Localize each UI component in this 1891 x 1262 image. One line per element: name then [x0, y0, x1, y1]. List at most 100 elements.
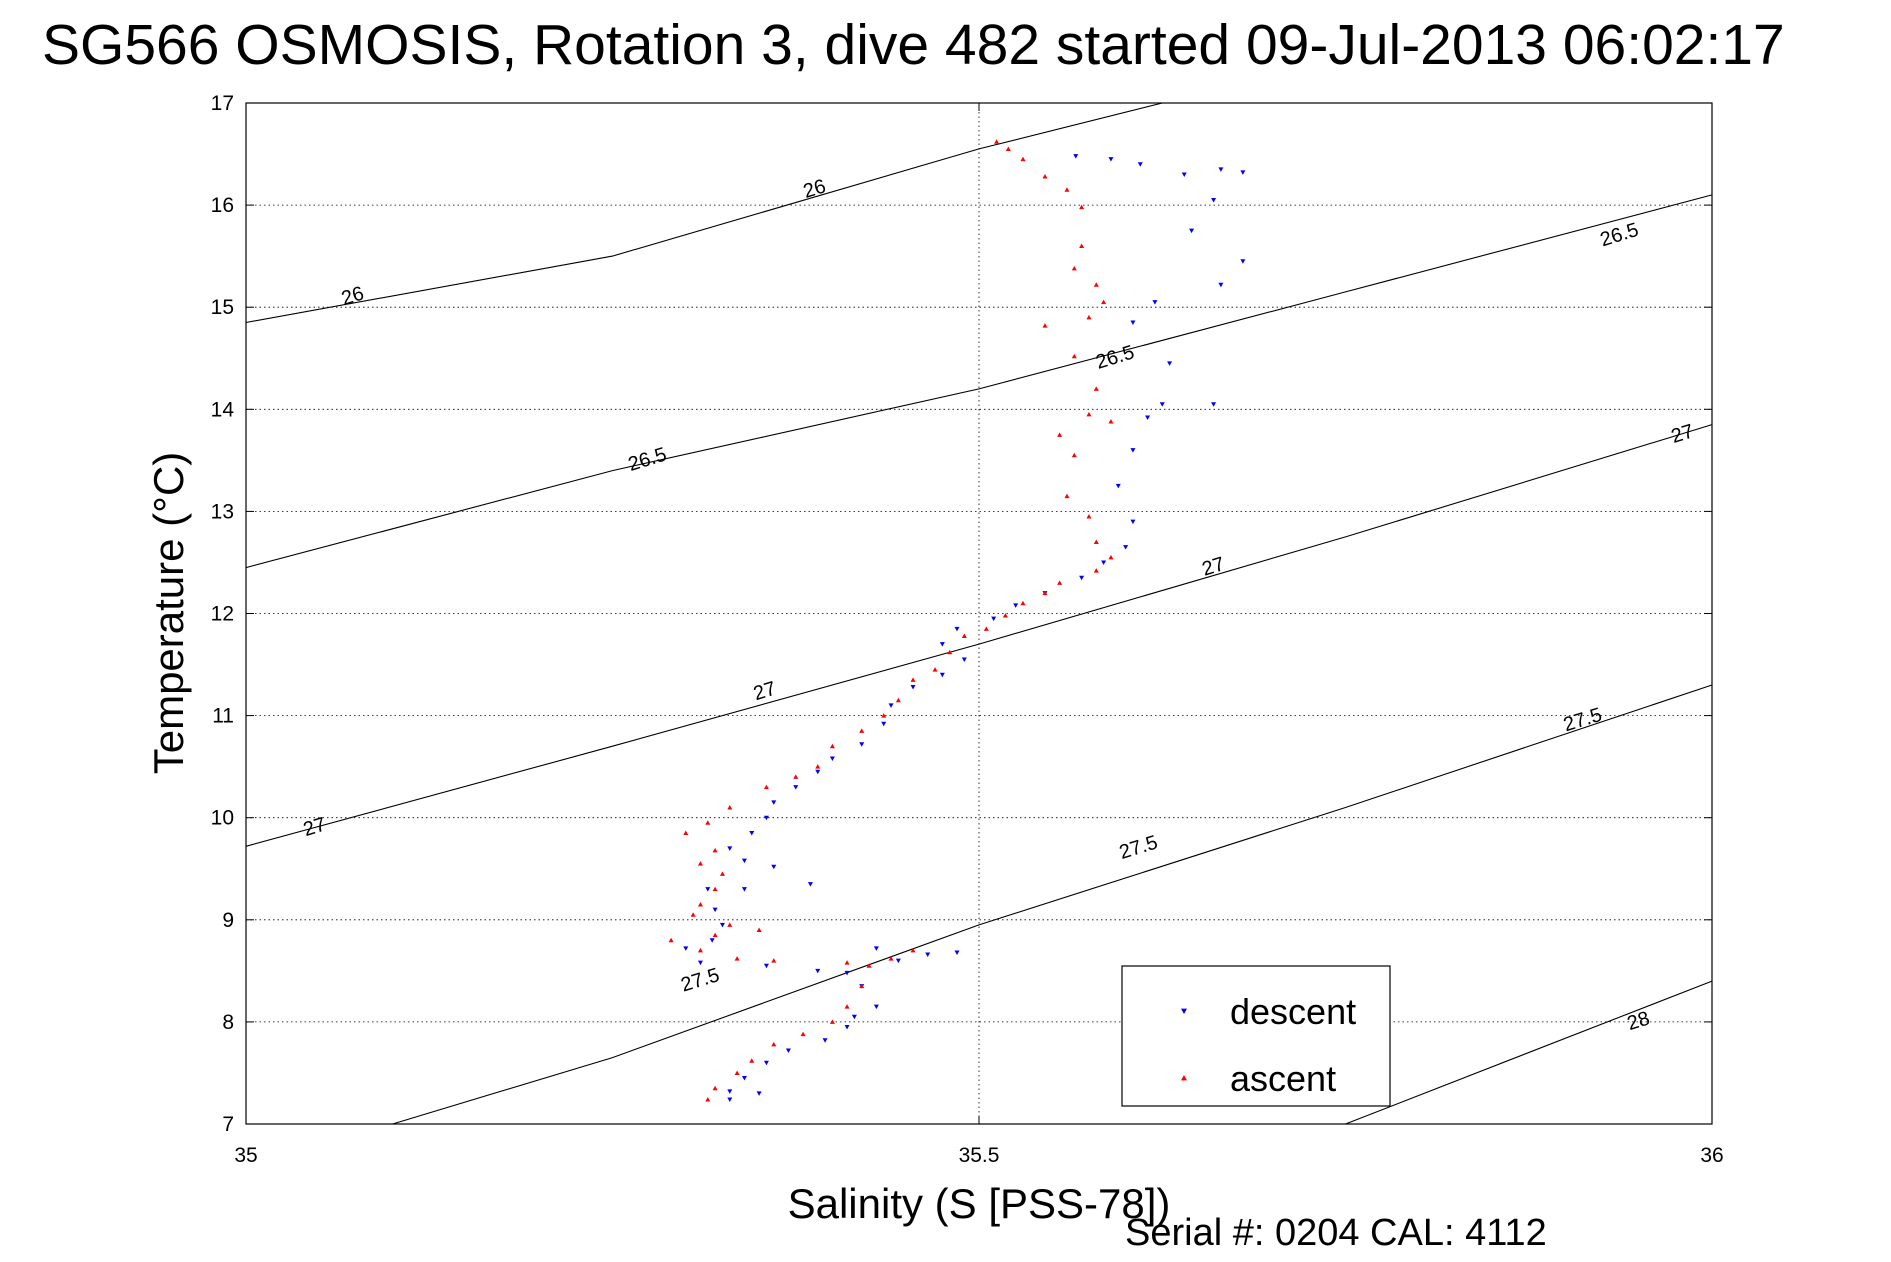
y-axis-label: Temperature (°C) [145, 452, 192, 775]
ascent-point [734, 1070, 740, 1075]
chart-title-text: SG566 OSMOSIS, Rotation 3, dive 482 star… [42, 13, 1785, 77]
y-tick-label: 14 [211, 398, 235, 421]
contour-label: 27.5 [1561, 704, 1605, 736]
descent-point [1152, 300, 1158, 305]
ascent-point [697, 861, 703, 866]
ascent-point [734, 956, 740, 961]
legend-entries: descent ascent [1181, 991, 1356, 1099]
descent-point [1137, 162, 1143, 167]
ascent-point [683, 830, 689, 836]
ascent-point [712, 886, 718, 892]
ascent-point [866, 963, 872, 968]
descent-point [895, 958, 901, 964]
ascent-point [910, 947, 916, 953]
legend: descent ascent [1121, 965, 1391, 1107]
descent-point [1130, 448, 1136, 453]
descent-point [1013, 603, 1019, 608]
descent-point [741, 887, 747, 892]
ascent-point [749, 1058, 755, 1063]
descent-point [1079, 575, 1085, 581]
chart-title: SG566 OSMOSIS, Rotation 3, dive 482 star… [0, 12, 1891, 78]
descent-point [1240, 170, 1246, 175]
ascent-point [1071, 452, 1077, 458]
descent-point [859, 742, 865, 747]
y-tick-label: 13 [211, 500, 234, 523]
ascent-point [727, 922, 733, 927]
descent-point [1130, 320, 1136, 326]
density-contour [1345, 980, 1713, 1125]
descent-point [844, 1025, 850, 1030]
contour-label: 27 [1199, 553, 1227, 581]
ascent-point [1079, 243, 1085, 248]
series-ascent [668, 139, 1114, 1102]
ascent-point [910, 677, 916, 682]
contour-label: 27.5 [1117, 831, 1161, 863]
descent-point [910, 685, 916, 690]
ascent-point [888, 956, 894, 961]
density-contour [392, 684, 1713, 1125]
ascent-point [1079, 204, 1085, 210]
descent-point [683, 946, 689, 951]
descent-point [1115, 483, 1121, 489]
descent-point [1218, 167, 1224, 172]
descent-point [741, 1076, 747, 1081]
contour-label: 26.5 [626, 443, 670, 475]
ascent-point [829, 1019, 835, 1024]
ascent-point [727, 804, 733, 810]
descent-point [712, 907, 718, 913]
descent-point [1240, 259, 1246, 264]
data-points [668, 139, 1246, 1102]
ascent-point [932, 667, 938, 672]
density-contour [245, 194, 1713, 569]
ascent-point [1093, 539, 1099, 545]
ascent-point [756, 927, 762, 933]
legend-label-descent: descent [1230, 991, 1356, 1032]
ascent-point [1064, 493, 1070, 499]
descent-point [815, 968, 821, 974]
x-tick-label: 35.5 [959, 1144, 1000, 1167]
descent-point [888, 703, 894, 708]
ascent-point [844, 1004, 850, 1009]
y-tick-label: 10 [211, 807, 234, 830]
descent-point [844, 970, 850, 976]
descent-point [939, 642, 945, 647]
ascent-point [1101, 299, 1107, 305]
ascent-point [712, 932, 718, 938]
density-contour [245, 424, 1713, 847]
descent-point [815, 769, 821, 775]
y-tick-label: 16 [211, 194, 234, 217]
contour-label: 27 [1669, 420, 1697, 448]
ascent-point [1086, 411, 1092, 417]
descent-point [705, 887, 711, 892]
ascent-point [719, 871, 725, 876]
descent-point [954, 950, 960, 955]
descent-point [793, 785, 799, 790]
ascent-point [1020, 156, 1026, 162]
x-axis-label: Salinity (S [PSS-78]) [788, 1180, 1171, 1227]
descent-point [991, 616, 997, 622]
ascent-point [815, 764, 821, 769]
descent-point [1108, 157, 1114, 162]
ascent-point [1020, 600, 1026, 606]
descent-point [1145, 415, 1151, 420]
contour-label: 27.5 [678, 964, 722, 996]
descent-point [763, 815, 769, 821]
descent-point [749, 831, 755, 836]
ascent-point [800, 1031, 806, 1037]
y-tick-label: 11 [212, 705, 234, 728]
descent-point [954, 626, 960, 632]
descent-point [771, 800, 777, 805]
descent-point [697, 960, 703, 966]
y-tick-label: 7 [222, 1113, 234, 1136]
descent-point [727, 1089, 733, 1094]
ascent-point [771, 958, 777, 963]
ascent-point [712, 847, 718, 853]
x-tick-label: 36 [1700, 1144, 1723, 1167]
ascent-point [1042, 590, 1048, 596]
y-tick-label: 8 [222, 1011, 234, 1034]
descent-point [881, 721, 887, 727]
descent-point [727, 846, 733, 851]
descent-point [1211, 197, 1217, 203]
